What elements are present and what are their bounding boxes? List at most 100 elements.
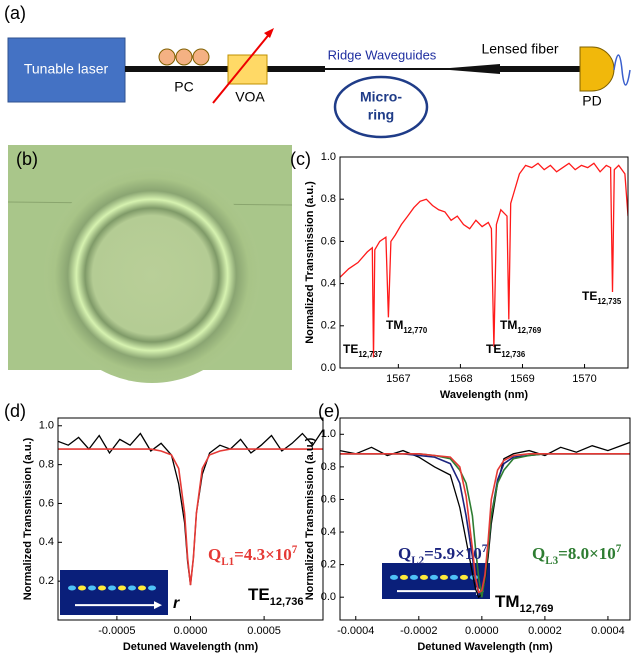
annotation: TE12,735	[582, 289, 622, 305]
mode-spot	[118, 585, 126, 591]
pc-paddle	[175, 48, 193, 66]
laser-box	[7, 37, 126, 103]
annotation-subscript: L1	[221, 556, 234, 568]
mode-spot	[108, 585, 116, 591]
y-tick-label: 0.6	[321, 493, 336, 505]
annotation-subscript: L3	[545, 555, 558, 567]
panel-label: (b)	[16, 149, 38, 169]
lensed-fiber-tip	[450, 64, 500, 74]
mode-spot	[148, 585, 156, 591]
annotation: QL2=5.9×107	[398, 543, 488, 567]
y-tick-label: 0.8	[321, 193, 336, 205]
plot-frame	[339, 156, 629, 369]
waveguide	[325, 68, 450, 70]
series-line	[340, 162, 628, 358]
y-tick-label: 0.2	[321, 559, 336, 571]
annotation-subscript: 12,769	[520, 603, 554, 615]
x-tick-label: 0.0002	[528, 625, 562, 637]
annotation-superscript: 7	[292, 544, 298, 556]
setup-diagram: (a) Tunable laser PC VOA Ridge Waveguide…	[4, 3, 631, 139]
annotation-superscript: 7	[482, 543, 488, 555]
chart-panel: (e) -0.0004 -0.0002 0.0000 0.0002 0.0004 0.0 0.…	[304, 401, 631, 653]
pc-paddle	[158, 48, 176, 66]
series-line	[58, 448, 323, 586]
x-tick-label: 0.0004	[591, 625, 625, 637]
series-line	[340, 453, 630, 594]
x-tick-label: 1567	[386, 373, 410, 385]
annotation-text: TM	[386, 318, 403, 332]
annotation-subscript: 12,736	[270, 596, 304, 608]
x-tick-label: 1568	[448, 373, 472, 385]
mode-spot	[128, 585, 136, 591]
y-tick-label: 0.0	[321, 362, 336, 374]
x-axis-label: Detuned Wavelength (nm)	[417, 641, 553, 653]
annotation-text: =8.0×10	[558, 544, 616, 563]
y-tick-label: 0.4	[321, 278, 336, 290]
plot-frame	[57, 417, 324, 621]
y-axis-label: Normalized Transmission (a.u.)	[304, 181, 316, 344]
x-tick-label: 1569	[510, 373, 534, 385]
annotation: TE12,736	[486, 342, 526, 358]
inset-image	[60, 570, 168, 615]
arrow-head	[264, 28, 274, 38]
x-tick-label: 0.0000	[174, 625, 208, 637]
annotation-text: Q	[398, 544, 411, 563]
mode-spot	[440, 574, 448, 580]
mode-spot	[450, 574, 458, 580]
ring-label: Micro-	[360, 89, 402, 105]
y-tick-label: 0.2	[39, 575, 54, 587]
annotation: TE12,737	[343, 342, 382, 358]
mode-spot	[430, 574, 438, 580]
annotation-text: TE	[486, 342, 501, 356]
pc-paddle	[192, 48, 210, 66]
annotation: TM12,769	[495, 592, 553, 614]
x-tick-label: 0.0005	[247, 625, 281, 637]
voa-label: VOA	[235, 89, 265, 105]
annotation-text: =5.9×10	[424, 544, 482, 563]
y-tick-label: 1.0	[321, 428, 336, 440]
x-tick-label: 0.0000	[465, 625, 499, 637]
mode-spot	[390, 574, 398, 580]
inset-label: r	[173, 595, 180, 612]
annotation-subscript: 12,735	[597, 297, 622, 306]
chart-panel: (c) 1567 1568 1569 1570 0.0 0.2 0.4 0.6 0.8 1.0 Wav…	[290, 149, 629, 401]
y-tick-label: 1.0	[321, 151, 336, 163]
mode-spot	[98, 585, 106, 591]
signal-wave	[613, 54, 631, 86]
annotation-text: Q	[532, 544, 545, 563]
annotation: TE12,736	[248, 585, 304, 607]
annotation-text: =4.3×10	[234, 545, 292, 564]
annotation-text: TE	[248, 585, 270, 604]
mode-spot	[68, 585, 76, 591]
fiber-label: Lensed fiber	[481, 41, 558, 57]
x-tick-label: -0.0004	[337, 625, 374, 637]
mode-spot	[410, 574, 418, 580]
panel-label: (d)	[4, 401, 26, 421]
x-tick-label: -0.0005	[98, 625, 135, 637]
annotation-subscript: 12,737	[358, 350, 382, 359]
fiber	[500, 66, 580, 72]
waveguide-label: Ridge Waveguides	[328, 47, 437, 62]
y-tick-label: 0.6	[39, 497, 54, 509]
y-tick-label: 0.8	[39, 459, 54, 471]
ring-image	[44, 167, 260, 383]
y-tick-label: 0.2	[321, 320, 336, 332]
y-tick-label: 0.4	[321, 526, 336, 538]
mode-spot	[78, 585, 86, 591]
annotation-text: TM	[495, 592, 520, 611]
fiber	[125, 66, 325, 72]
y-tick-label: 0.6	[321, 235, 336, 247]
taper	[300, 66, 325, 72]
mode-spot	[420, 574, 428, 580]
annotation-superscript: 7	[616, 543, 622, 555]
annotation-text: Q	[208, 545, 221, 564]
microring	[333, 75, 429, 139]
micrograph: (b)	[7, 145, 293, 383]
annotation: TM12,769	[500, 318, 542, 334]
panel-label: (a)	[4, 3, 26, 23]
y-axis-label: Normalized Transmission (a.u.)	[22, 437, 34, 600]
x-tick-label: 1570	[572, 373, 596, 385]
x-axis-label: Wavelength (nm)	[440, 389, 529, 401]
ring-label: ring	[368, 107, 394, 123]
